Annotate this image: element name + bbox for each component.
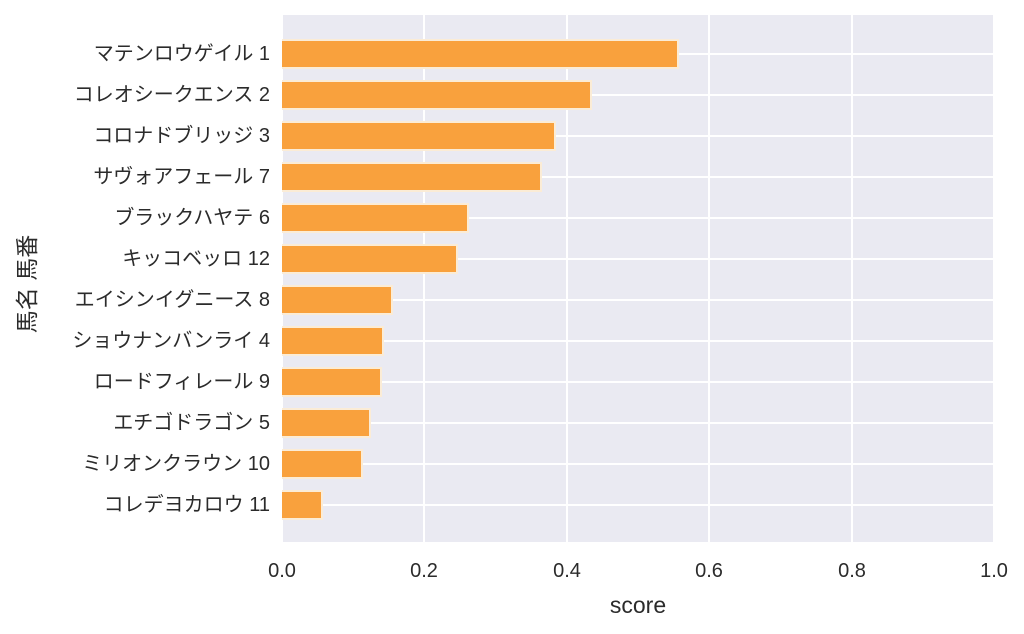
y-axis-title: 馬名 馬番	[14, 234, 40, 334]
y-tick-label: コロナドブリッジ 3	[93, 125, 270, 147]
vertical-gridline	[993, 15, 994, 542]
horizontal-gridline	[282, 504, 994, 506]
vertical-gridline	[708, 15, 710, 542]
bar-2	[282, 80, 592, 110]
bar-5	[282, 203, 469, 233]
horizontal-gridline	[282, 463, 994, 465]
bar-3	[282, 121, 556, 151]
x-axis-title: score	[609, 592, 667, 618]
x-tick-label: 0.4	[553, 560, 581, 582]
vertical-gridline	[566, 15, 568, 542]
horizontal-gridline	[282, 422, 994, 424]
vertical-gridline	[423, 15, 425, 542]
bar-12	[282, 490, 323, 520]
bar-11	[282, 449, 363, 479]
horizontal-gridline	[282, 135, 994, 137]
horizontal-gridline	[282, 381, 994, 383]
bar-9	[282, 367, 382, 397]
y-tick-label: ショウナンバンライ 4	[72, 330, 270, 352]
bar-7	[282, 285, 393, 315]
horizontal-gridline	[282, 340, 994, 342]
bar-1	[282, 39, 679, 69]
y-tick-label: サヴォアフェール 7	[93, 166, 270, 188]
y-tick-label: ブラックハヤテ 6	[114, 207, 270, 229]
x-tick-label: 0.6	[695, 560, 723, 582]
y-tick-label: エチゴドラゴン 5	[113, 412, 270, 434]
plot-area	[282, 15, 994, 542]
bar-10	[282, 408, 371, 438]
horizontal-gridline	[282, 176, 994, 178]
y-tick-label: エイシンイグニース 8	[74, 289, 270, 311]
horizontal-gridline	[282, 94, 994, 96]
y-tick-label: ミリオンクラウン 10	[82, 453, 270, 475]
horizontal-gridline	[282, 299, 994, 301]
y-tick-label: コレオシークエンス 2	[73, 84, 270, 106]
bar-4	[282, 162, 542, 192]
vertical-gridline	[282, 15, 283, 542]
y-tick-label: キッコベッロ 12	[122, 248, 270, 270]
y-tick-label: マテンロウゲイル 1	[93, 43, 270, 65]
bar-6	[282, 244, 458, 274]
bar-8	[282, 326, 384, 356]
vertical-gridline	[851, 15, 853, 542]
x-tick-label: 0.8	[838, 560, 866, 582]
horizontal-gridline	[282, 217, 994, 219]
x-tick-label: 1.0	[980, 560, 1008, 582]
horizontal-gridline	[282, 258, 994, 260]
x-tick-label: 0.0	[268, 560, 296, 582]
y-tick-label: ロードフィレール 9	[93, 371, 270, 393]
x-tick-label: 0.2	[410, 560, 438, 582]
y-tick-label: コレデヨカロウ 11	[103, 494, 270, 516]
